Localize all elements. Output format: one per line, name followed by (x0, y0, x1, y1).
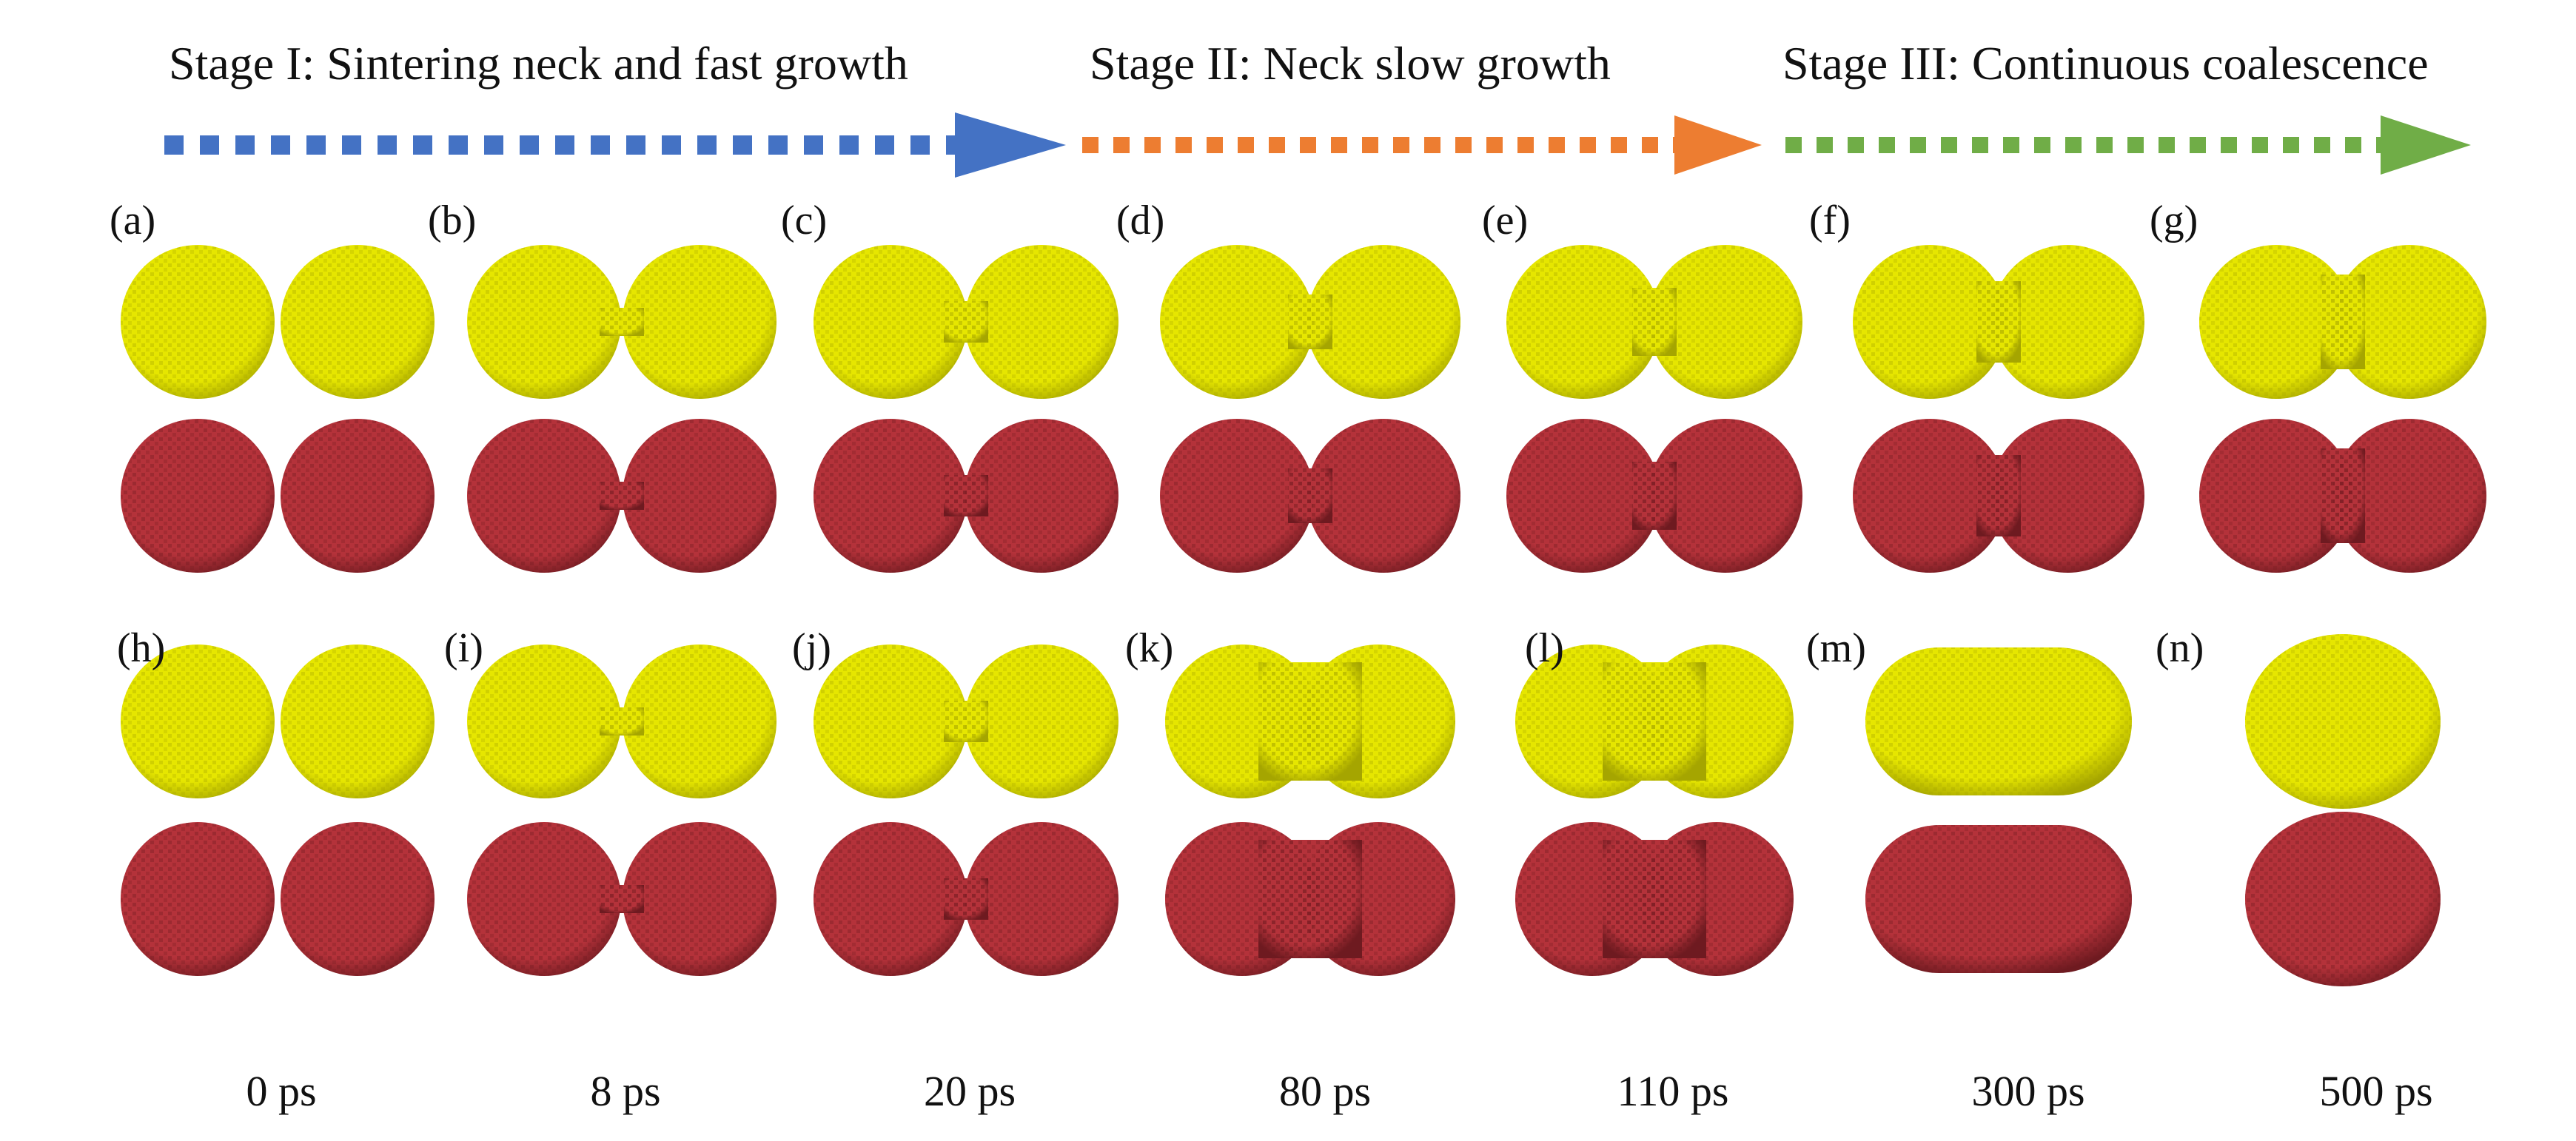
stage-arrows (164, 112, 2471, 178)
panel-label: (a) (110, 198, 156, 243)
panel-label: (l) (1525, 625, 1564, 671)
panel-label: (m) (1806, 625, 1866, 671)
red-particle-bottom (1515, 822, 1794, 976)
red-particle-top (2199, 419, 2486, 573)
yellow-particle-top (467, 245, 777, 399)
red-particle-bottom (467, 822, 777, 976)
yellow-particle-bottom (1165, 644, 1455, 798)
red-particle-bottom (814, 822, 1118, 976)
panel-label: (c) (781, 198, 828, 243)
stage-2-title: Stage II: Neck slow growth (1090, 37, 1611, 90)
time-label: 110 ps (1617, 1067, 1729, 1115)
time-label: 300 ps (1971, 1067, 2085, 1115)
panel-label: (d) (1116, 198, 1165, 243)
red-particle-top (1506, 419, 1802, 573)
stage-1-arrow-icon (164, 112, 1066, 178)
time-label: 8 ps (590, 1067, 661, 1115)
red-particle-bottom (2245, 812, 2441, 986)
yellow-particle-bottom (1865, 647, 2132, 795)
panel-label: (e) (1482, 198, 1529, 243)
yellow-particle-bottom (121, 644, 435, 798)
stage-1-title: Stage I: Sintering neck and fast growth (169, 37, 908, 90)
stage-bar: Stage I: Sintering neck and fast growth … (0, 0, 2576, 200)
yellow-particle-bottom (467, 644, 777, 798)
stage-3-title: Stage III: Continuous coalescence (1782, 37, 2429, 90)
panel-label: (h) (117, 625, 166, 671)
red-particle-top (1160, 419, 1460, 573)
time-label: 500 ps (2319, 1067, 2433, 1115)
yellow-particle-top (1160, 245, 1460, 399)
stage-2-arrow-icon (1082, 115, 1762, 175)
panel-label: (n) (2156, 625, 2204, 671)
yellow-particle-top (814, 245, 1118, 399)
time-label: 0 ps (246, 1067, 317, 1115)
yellow-particle-bottom (814, 644, 1118, 798)
red-particle-bottom (121, 822, 435, 976)
panel-label: (f) (1809, 198, 1851, 243)
yellow-particle-top (2199, 245, 2486, 399)
yellow-particle-bottom (1515, 644, 1794, 798)
yellow-particle-top (121, 245, 435, 399)
panel-label: (b) (428, 198, 477, 243)
panel-label: (j) (792, 625, 831, 671)
yellow-particle-bottom (2245, 634, 2441, 809)
yellow-particle-top (1853, 245, 2144, 399)
yellow-particle-top (1506, 245, 1802, 399)
stage-3-arrow-icon (1785, 115, 2471, 175)
time-label: 20 ps (923, 1067, 1016, 1115)
red-particle-top (467, 419, 777, 573)
time-label: 80 ps (1278, 1067, 1372, 1115)
red-particle-top (1853, 419, 2144, 573)
panel-label: (i) (444, 625, 483, 671)
red-particle-bottom (1165, 822, 1455, 976)
red-particle-top (121, 419, 435, 573)
red-particle-top (814, 419, 1118, 573)
panel-label: (k) (1125, 625, 1174, 671)
panel-label: (g) (2150, 198, 2198, 243)
red-particle-bottom (1865, 825, 2132, 973)
